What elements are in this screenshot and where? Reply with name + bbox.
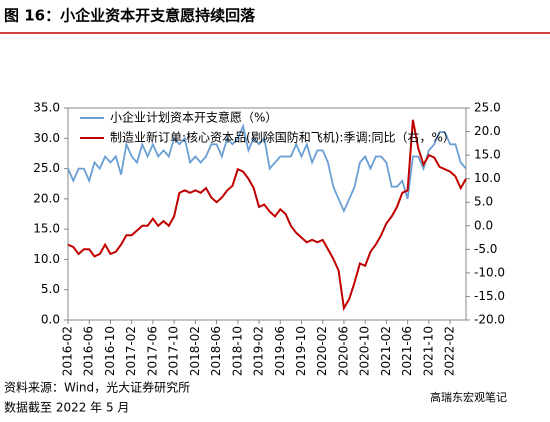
y2-tick-label: 0.0 (474, 218, 493, 232)
y-tick-label: 10.0 (33, 252, 60, 266)
y2-tick-label: 25.0 (474, 101, 501, 115)
x-tick-label: 2018-06 (209, 326, 223, 376)
y2-tick-label: -20.0 (474, 313, 505, 327)
legend-label: 制造业新订单:核心资本品(剔除国防和飞机):季调:同比（右，%） (110, 130, 455, 145)
x-tick-label: 2017-10 (167, 326, 181, 376)
y-tick-label: 35.0 (33, 101, 60, 115)
watermark: 高瑞东宏观笔记 (430, 390, 507, 404)
x-tick-label: 2021-06 (400, 326, 414, 376)
series-line (67, 123, 467, 214)
x-tick-label: 2021-10 (421, 326, 435, 376)
x-tick-label: 2017-02 (124, 326, 138, 376)
x-tick-label: 2016-10 (103, 326, 117, 376)
series-line (67, 119, 467, 312)
x-tick-label: 2019-06 (273, 326, 287, 376)
x-tick-label: 2019-10 (294, 326, 308, 376)
y2-tick-label: 20.0 (474, 124, 501, 138)
y-tick-label: 15.0 (33, 222, 60, 236)
y2-tick-label: -10.0 (474, 265, 505, 279)
x-tick-label: 2018-10 (230, 326, 244, 376)
x-tick-label: 2019-02 (252, 326, 266, 376)
x-tick-label: 2021-02 (379, 326, 393, 376)
y2-tick-label: 5.0 (474, 195, 493, 209)
y2-tick-label: 10.0 (474, 171, 501, 185)
y-tick-label: 20.0 (33, 191, 60, 205)
x-tick-label: 2020-06 (336, 326, 350, 376)
x-tick-label: 2016-02 (61, 326, 75, 376)
y-tick-label: 5.0 (41, 282, 60, 296)
x-tick-label: 2020-02 (315, 326, 329, 376)
chart-title: 图 16：小企业资本开支意愿持续回落 (4, 7, 256, 25)
x-tick-label: 2020-10 (358, 326, 372, 376)
x-tick-label: 2022-02 (443, 326, 457, 376)
plot-frame (67, 107, 467, 321)
y-tick-label: 30.0 (33, 131, 60, 145)
y2-tick-label: 15.0 (474, 148, 501, 162)
x-tick-label: 2017-06 (145, 326, 159, 376)
legend-label: 小企业计划资本开支意愿（%） (110, 110, 277, 125)
y2-tick-label: -15.0 (474, 289, 505, 303)
x-tick-label: 2018-02 (188, 326, 202, 376)
date-note: 数据截至 2022 年 5 月 (4, 400, 129, 415)
y2-tick-label: -5.0 (474, 242, 497, 256)
source: 资料来源：Wind，光大证券研究所 (4, 380, 190, 395)
x-tick-label: 2016-06 (82, 326, 96, 376)
y-tick-label: 25.0 (33, 161, 60, 175)
y-tick-label: 0.0 (41, 313, 60, 327)
